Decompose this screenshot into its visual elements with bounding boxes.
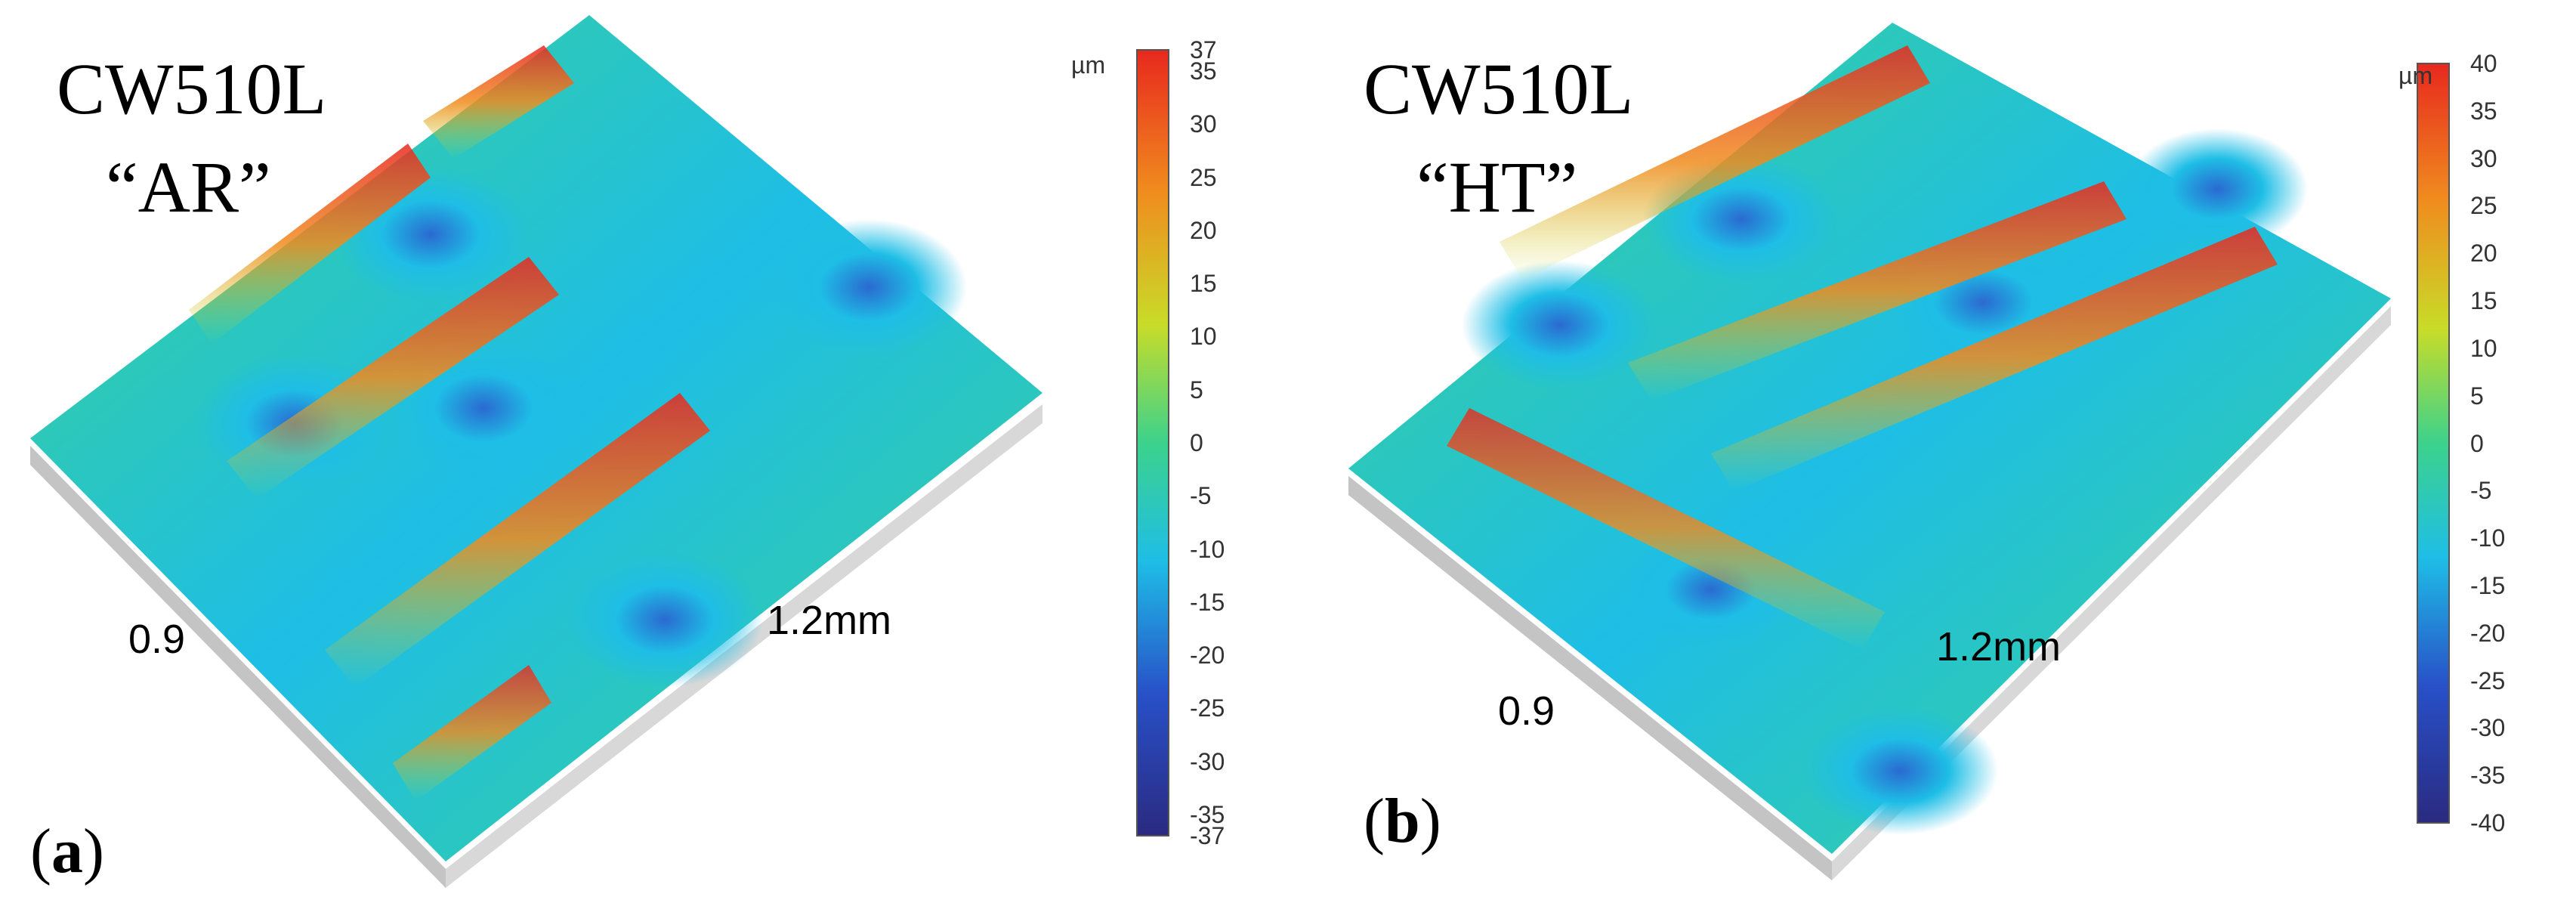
colorbar-tick-label: 30 — [1190, 110, 1217, 138]
colorbar-tick-label: -20 — [2470, 619, 2506, 647]
colorbar-unit-a: µm — [1071, 51, 1106, 79]
colorbar-tick-label: 15 — [1190, 270, 1217, 298]
colorbar-tick-label: 10 — [2470, 334, 2497, 362]
sample-name-b: CW510L — [1364, 48, 1634, 129]
condition-label-b: “HT” — [1416, 147, 1578, 227]
colorbar-b — [2417, 63, 2450, 824]
sample-name-a: CW510L — [57, 48, 327, 129]
surface-plot-b — [1348, 23, 2450, 880]
colorbar-tick-label: 35 — [2470, 97, 2497, 125]
colorbar-tick-label: -25 — [2470, 666, 2506, 694]
colorbar-tick-label: -20 — [1190, 642, 1225, 670]
colorbar-a — [1136, 49, 1169, 837]
panel-letter-b: (b) — [1364, 786, 1441, 856]
axis-short-label-b: 0.9 — [1498, 688, 1555, 734]
colorbar-tick-label: 25 — [1190, 163, 1217, 191]
colorbar-tick-label: 35 — [1190, 57, 1217, 85]
surface-plot-a — [30, 15, 1169, 888]
colorbar-tick-label: -35 — [2470, 762, 2506, 790]
colorbar-tick-label: -15 — [2470, 571, 2506, 599]
condition-label-a: “AR” — [106, 147, 271, 227]
colorbar-tick-label: 37 — [1190, 36, 1217, 63]
colorbar-tick-label: 0 — [1190, 429, 1203, 456]
panel-b: CW510L “HT” 0.9 1.2mm (b) µm 40 35 30 25 20 1… — [1288, 0, 2576, 903]
colorbar-unit-b: µm — [2398, 62, 2433, 89]
colorbar-tick-label: 5 — [1190, 376, 1203, 404]
axis-long-label-b: 1.2mm — [1936, 624, 2062, 670]
colorbar-tick-label: -40 — [2470, 809, 2506, 837]
colorbar-tick-label: 20 — [2470, 240, 2497, 267]
colorbar-tick-label: -5 — [1190, 482, 1212, 510]
colorbar-tick-label: -15 — [1190, 588, 1225, 616]
colorbar-tick-label: -37 — [1190, 822, 1225, 849]
colorbar-tick-label: 0 — [2470, 429, 2484, 457]
colorbar-tick-label: 5 — [2470, 382, 2484, 410]
panel-a: CW510L “AR” 0.9 1.2mm (a) µm 37 35 30 25 20 1… — [30, 15, 1225, 888]
colorbar-tick-label: 15 — [2470, 287, 2497, 315]
colorbar-tick-label: 25 — [2470, 192, 2497, 220]
colorbar-tick-label: 20 — [1190, 216, 1217, 244]
colorbar-tick-label: -10 — [1190, 535, 1225, 563]
axis-long-label-a: 1.2mm — [767, 598, 892, 643]
colorbar-tick-label: -25 — [1190, 694, 1225, 722]
colorbar-tick-label: 30 — [2470, 144, 2497, 172]
colorbar-tick-label: -30 — [1190, 747, 1225, 775]
colorbar-tick-label: -35 — [1190, 800, 1225, 828]
axis-short-label-a: 0.9 — [128, 617, 186, 662]
surface-top-b — [1348, 23, 2391, 854]
colorbar-tick-label: -10 — [2470, 524, 2506, 552]
colorbar-tick-label: 10 — [1190, 323, 1217, 351]
colorbar-tick-label: -5 — [2470, 477, 2492, 505]
colorbar-tick-label: -30 — [2470, 714, 2506, 742]
panel-letter-a: (a) — [30, 816, 104, 886]
colorbar-tick-label: 40 — [2470, 50, 2497, 77]
